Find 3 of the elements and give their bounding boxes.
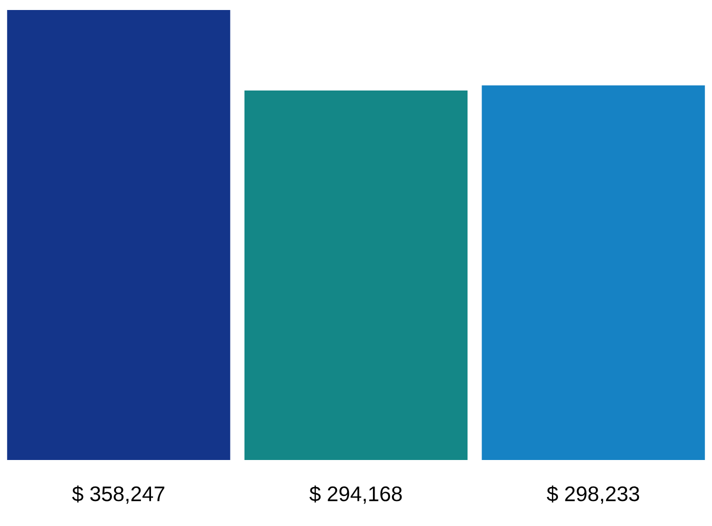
data-label: $ 358,247 xyxy=(72,486,164,504)
data-label: $ 294,168 xyxy=(310,486,402,504)
data-label: $ 298,233 xyxy=(546,486,640,504)
